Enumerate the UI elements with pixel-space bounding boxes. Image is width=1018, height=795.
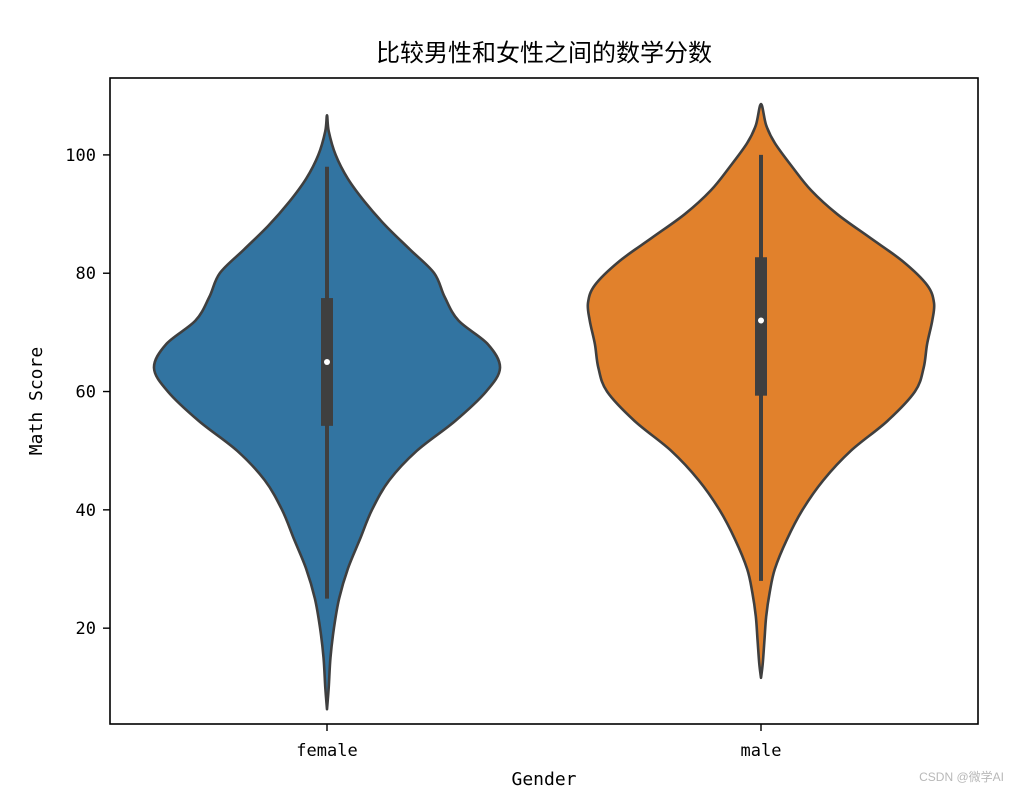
inner-box-layer bbox=[321, 154, 767, 599]
x-axis-label: Gender bbox=[511, 769, 576, 790]
plot-frame bbox=[109, 77, 979, 725]
chart-title: 比较男性和女性之间的数学分数 bbox=[376, 39, 712, 67]
x-tick-label: female bbox=[296, 741, 357, 761]
y-tick-label: 20 bbox=[76, 619, 96, 639]
y-axis: 20 40 60 80 100 bbox=[65, 146, 110, 639]
median-point-male bbox=[758, 317, 764, 324]
x-axis: female male bbox=[296, 724, 781, 761]
y-tick-label: 80 bbox=[76, 264, 96, 284]
y-tick-label: 100 bbox=[65, 146, 96, 166]
violins-layer bbox=[152, 102, 936, 711]
iqr-box-male bbox=[755, 257, 767, 396]
watermark: CSDN @微学AI bbox=[919, 770, 1004, 784]
median-point-female bbox=[324, 358, 330, 365]
x-tick-label: male bbox=[741, 741, 782, 761]
y-axis-label: Math Score bbox=[26, 347, 47, 455]
y-tick-label: 60 bbox=[76, 383, 96, 403]
y-tick-label: 40 bbox=[76, 501, 96, 521]
